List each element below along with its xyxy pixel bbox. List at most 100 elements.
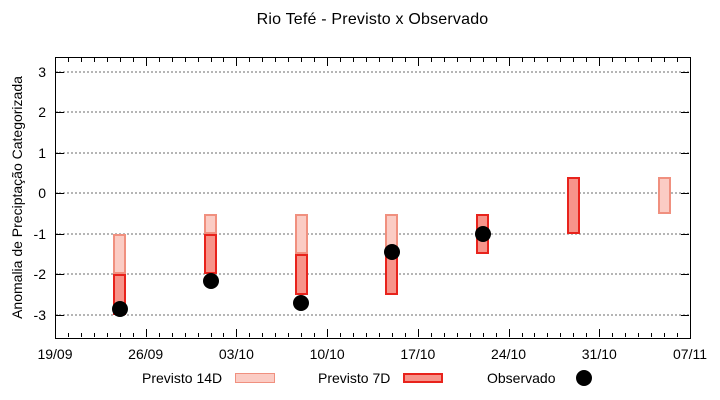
x-tick bbox=[495, 58, 497, 62]
x-tick-label: 17/10 bbox=[400, 346, 436, 362]
legend-label-observado: Observado bbox=[487, 370, 556, 386]
x-tick bbox=[171, 333, 173, 337]
x-tick bbox=[366, 58, 368, 62]
x-tick bbox=[249, 58, 251, 62]
x-tick-label: 03/10 bbox=[218, 346, 254, 362]
x-tick bbox=[547, 333, 549, 337]
x-tick bbox=[158, 333, 160, 337]
previsto-14d-bar bbox=[657, 177, 671, 214]
x-tick-label: 26/09 bbox=[128, 346, 164, 362]
y-tick-label: -3 bbox=[33, 306, 46, 323]
previsto-14d-bar bbox=[113, 233, 127, 275]
y-tick bbox=[56, 193, 64, 195]
x-tick bbox=[145, 329, 147, 337]
x-tick-label: 24/10 bbox=[491, 346, 527, 362]
y-tick bbox=[681, 274, 689, 276]
x-tick bbox=[573, 333, 575, 337]
x-tick bbox=[132, 58, 134, 62]
x-tick bbox=[119, 333, 121, 337]
x-tick-label: 10/10 bbox=[309, 346, 345, 362]
x-tick bbox=[469, 58, 471, 62]
x-tick bbox=[690, 58, 691, 66]
x-tick bbox=[378, 333, 380, 337]
gridline bbox=[56, 273, 689, 276]
x-tick bbox=[469, 333, 471, 337]
y-tick bbox=[681, 233, 689, 235]
x-tick bbox=[93, 58, 95, 62]
x-tick bbox=[612, 333, 614, 337]
legend-item-previsto-14d: Previsto 14D bbox=[142, 369, 276, 387]
x-tick bbox=[145, 58, 147, 66]
x-tick bbox=[301, 58, 303, 62]
x-tick bbox=[314, 58, 316, 62]
x-tick bbox=[106, 58, 108, 62]
x-tick bbox=[55, 329, 56, 337]
x-tick bbox=[560, 58, 562, 62]
x-tick bbox=[534, 58, 536, 62]
previsto-14d-swatch-icon bbox=[235, 373, 276, 383]
x-tick bbox=[93, 333, 95, 337]
x-tick bbox=[417, 329, 419, 337]
x-tick bbox=[586, 333, 588, 337]
x-tick bbox=[236, 329, 238, 337]
y-tick bbox=[56, 152, 64, 154]
y-tick bbox=[56, 314, 64, 316]
observado-point bbox=[202, 272, 219, 289]
x-tick bbox=[119, 58, 121, 62]
x-tick bbox=[67, 333, 69, 337]
x-tick bbox=[560, 333, 562, 337]
x-tick bbox=[171, 58, 173, 62]
x-tick bbox=[106, 333, 108, 337]
x-tick bbox=[236, 58, 238, 66]
observado-point bbox=[111, 300, 128, 317]
gridline bbox=[56, 192, 689, 195]
x-tick bbox=[521, 333, 523, 337]
legend-label-previsto-14d: Previsto 14D bbox=[142, 370, 223, 386]
x-tick bbox=[638, 58, 640, 62]
y-tick-label: 3 bbox=[38, 63, 46, 80]
x-tick bbox=[340, 58, 342, 62]
gridline bbox=[56, 70, 689, 73]
x-tick bbox=[612, 58, 614, 62]
x-tick bbox=[430, 333, 432, 337]
x-tick bbox=[210, 333, 212, 337]
gridline bbox=[56, 232, 689, 235]
x-tick bbox=[55, 58, 56, 66]
x-tick bbox=[327, 58, 329, 66]
legend-item-observado: Observado bbox=[487, 369, 593, 387]
previsto-14d-bar bbox=[204, 213, 217, 234]
legend-label-previsto-7d: Previsto 7D bbox=[318, 370, 391, 386]
y-tick bbox=[681, 193, 689, 195]
x-tick bbox=[430, 58, 432, 62]
x-tick bbox=[456, 333, 458, 337]
x-tick bbox=[249, 333, 251, 337]
y-tick bbox=[56, 112, 64, 114]
x-tick bbox=[664, 58, 666, 62]
y-tick bbox=[681, 112, 689, 114]
x-tick bbox=[586, 58, 588, 62]
previsto-7d-bar bbox=[566, 177, 580, 234]
x-tick bbox=[210, 58, 212, 62]
x-tick bbox=[378, 58, 380, 62]
x-tick bbox=[340, 333, 342, 337]
x-tick bbox=[301, 333, 303, 337]
x-tick bbox=[132, 333, 134, 337]
x-tick bbox=[314, 333, 316, 337]
x-tick bbox=[288, 333, 290, 337]
x-tick bbox=[366, 333, 368, 337]
x-tick bbox=[404, 58, 406, 62]
x-tick-label: 07/11 bbox=[673, 346, 707, 362]
x-tick bbox=[521, 58, 523, 62]
x-tick bbox=[599, 58, 601, 66]
x-tick bbox=[690, 329, 691, 337]
gridline bbox=[56, 111, 689, 114]
x-tick bbox=[625, 58, 627, 62]
x-tick bbox=[353, 58, 355, 62]
x-tick bbox=[327, 329, 329, 337]
x-tick bbox=[262, 58, 264, 62]
x-tick bbox=[275, 58, 277, 62]
x-tick bbox=[443, 333, 445, 337]
y-tick-label: 1 bbox=[38, 144, 46, 161]
x-tick bbox=[508, 329, 510, 337]
